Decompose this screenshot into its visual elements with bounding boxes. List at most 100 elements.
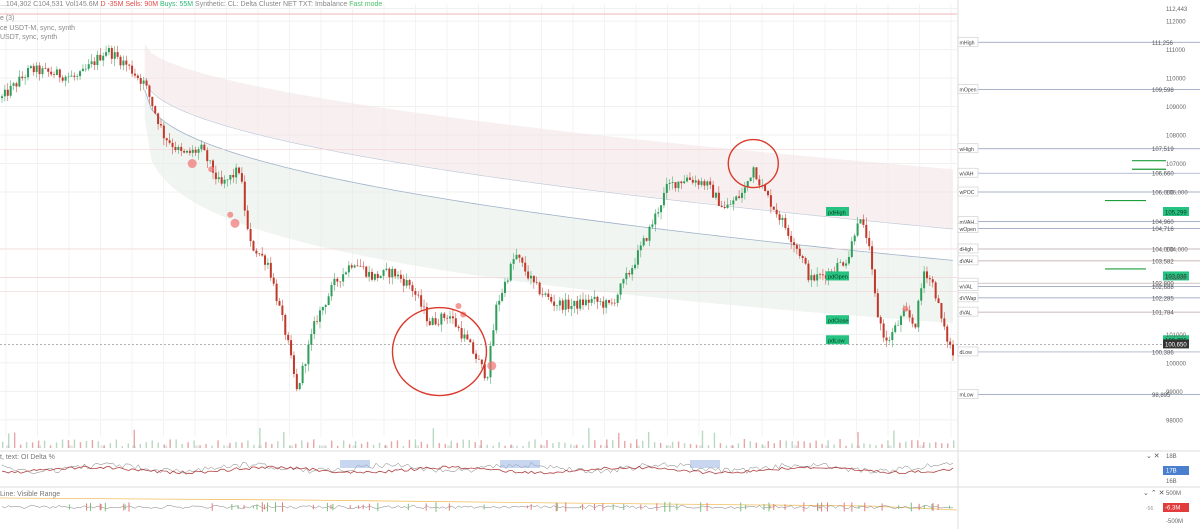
volume-bar [19, 444, 22, 448]
candle-body [873, 269, 876, 294]
volume-bar [498, 442, 500, 448]
green-price-tag [1163, 206, 1189, 216]
candle-body [498, 300, 501, 305]
visible-range-bar [483, 504, 485, 510]
volume-bar [330, 440, 333, 448]
time-tick: 01 [69, 445, 73, 449]
volume-bar [893, 430, 895, 448]
y-tick-label: 98000 [1166, 418, 1183, 424]
price-axis[interactable]: 112,443 112000 111000 110000 109000 108000 107… [1166, 7, 1188, 424]
volume-bar [510, 444, 512, 448]
volume-bar [486, 444, 488, 448]
candle-body [495, 304, 498, 331]
candle-body [417, 294, 420, 296]
volume-bar [229, 442, 231, 448]
candle-body [726, 204, 729, 209]
level-dVAH-box [957, 255, 979, 266]
volume-bar [540, 444, 542, 448]
candle-body [816, 274, 819, 281]
volume-bar [803, 441, 805, 448]
candle-body [706, 181, 709, 186]
volume-bar [582, 445, 584, 448]
level-mVAH-value: 104,960 [1152, 220, 1174, 226]
candle-body [151, 96, 154, 107]
candle-body [570, 305, 573, 309]
candle-body [631, 268, 634, 275]
candle-body [573, 300, 576, 306]
volume-bar [378, 442, 381, 448]
candle-body [460, 328, 463, 339]
visible-range-bar [821, 502, 823, 512]
level-mHigh-box [957, 36, 979, 47]
visible-range-bar [819, 505, 821, 509]
candle-body [584, 299, 587, 306]
visible-range-bar [923, 504, 925, 510]
candle-body [61, 77, 64, 81]
volume-bar [97, 441, 100, 448]
time-tick: 01 [195, 445, 199, 449]
candle-body [868, 237, 871, 247]
candle-body [145, 80, 148, 86]
candle-body [691, 179, 694, 183]
candle-body [625, 272, 628, 280]
visible-range-bar [252, 505, 254, 509]
pane1-controls[interactable]: ⌄ ✕ [1146, 453, 1160, 460]
volume-bar [528, 441, 530, 448]
candle-body [93, 61, 96, 66]
volume-bar [839, 439, 841, 448]
volume-bar [414, 439, 417, 448]
volume-bar [2, 441, 4, 448]
time-tick: 01 [164, 445, 168, 449]
volume-bar [336, 445, 339, 448]
candle-body [512, 259, 515, 264]
level-dVWap-box [957, 292, 979, 303]
volume-bar [743, 439, 746, 448]
volume-bar [7, 433, 10, 448]
candle-body [943, 318, 946, 327]
candle-body [772, 206, 775, 210]
vwap-line-2 [144, 77, 954, 230]
candle-body [391, 268, 394, 278]
volume-bar [731, 445, 734, 448]
level-dLow-label: dLow [960, 350, 973, 356]
pane2-controls[interactable]: ⌄ ⌃ ✕ [1143, 490, 1165, 497]
candle-body [486, 377, 489, 379]
level-wVAH-value: 106,660 [1152, 172, 1174, 178]
candle-body [842, 262, 845, 266]
candle-body [446, 317, 449, 319]
candle-body [466, 334, 469, 340]
y-tick-label: 110000 [1166, 77, 1186, 83]
delta-text: D -35M [100, 1, 124, 8]
volume-bar [283, 432, 285, 448]
level-wPOC-box [957, 186, 979, 197]
volume-bar [869, 444, 871, 448]
candle-body [414, 290, 417, 295]
volume-bar [911, 440, 913, 448]
candle-body [492, 330, 495, 346]
oi-delta-band [340, 460, 370, 468]
volume-bar [468, 440, 470, 448]
candle-body [9, 85, 12, 96]
volume-bar [833, 444, 835, 448]
volume-bar [665, 445, 668, 448]
candle-body [229, 175, 232, 180]
candle-body [359, 266, 362, 267]
candle-body [781, 217, 784, 221]
volume-bar [307, 442, 309, 448]
candle-body [871, 246, 874, 270]
visible-range-bar [602, 503, 604, 511]
time-tick: 01 [479, 445, 483, 449]
candle-body [657, 212, 660, 214]
candle-body [946, 326, 949, 342]
candle-body [686, 177, 689, 182]
candle-body [949, 341, 952, 345]
candle-body [131, 65, 134, 74]
time-tick: 01 [731, 445, 735, 449]
level-dLow-value: 100,386 [1152, 350, 1174, 356]
candle-body [162, 125, 165, 139]
candle-body [339, 281, 342, 283]
candle-body [483, 364, 486, 379]
liquidation-dot [208, 166, 215, 173]
candle-body [29, 66, 32, 69]
